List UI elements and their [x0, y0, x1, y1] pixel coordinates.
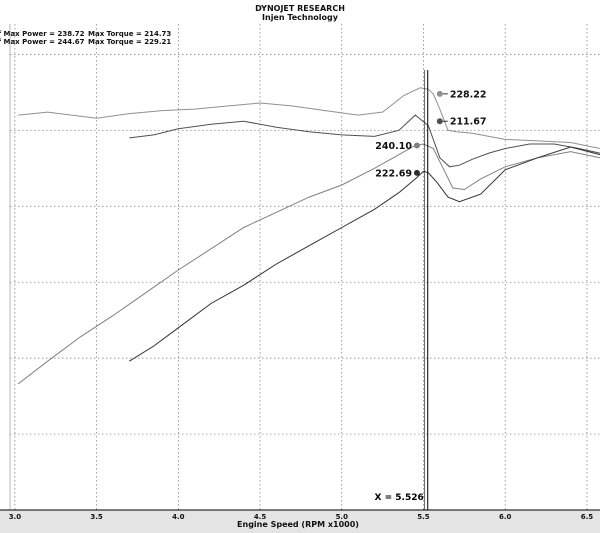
series-line-4	[129, 146, 600, 362]
series-line-1	[18, 87, 600, 149]
axis-band	[0, 510, 600, 533]
x-axis-label: Engine Speed (RPM x1000)	[237, 520, 359, 529]
x-tick-label-1: 3.5	[90, 513, 103, 521]
marker-dot-4	[413, 169, 420, 176]
x-tick-label-4: 5.0	[336, 513, 349, 521]
marker-dot-3	[413, 142, 420, 149]
chart-markers: 228.22 211.67 240.10 222.69	[375, 89, 486, 179]
chart-grid	[9, 24, 600, 510]
marker-dot-1	[436, 90, 443, 97]
marker-label-4: 222.69	[375, 168, 412, 179]
rpm-cursor[interactable]: X = 5.526	[375, 70, 429, 510]
chart-title: DYNOJET RESEARCH	[255, 4, 345, 13]
x-axis: 3.0 3.5 4.0 4.5 5.0 5.5 6.0 6.5 Engine Speed (RP…	[0, 509, 600, 533]
run2-max-torque: Max Torque = 229.21	[88, 38, 172, 46]
x-tick-label-6: 6.0	[499, 513, 512, 521]
chart-series	[17, 87, 600, 385]
marker-dot-2	[436, 118, 443, 125]
run1-max-torque: Max Torque = 214.73	[88, 30, 172, 38]
x-tick-label-7: 6.5	[581, 513, 594, 521]
x-tick-label-0: 3.0	[9, 513, 22, 521]
run2-max-power: f Max Power = 244.67	[0, 38, 85, 46]
series-line-2	[129, 114, 600, 168]
series-line-3	[17, 143, 600, 385]
marker-label-3: 240.10	[375, 141, 412, 152]
x-tick-label-3: 4.5	[254, 513, 267, 521]
x-tick-label-2: 4.0	[172, 513, 185, 521]
run1-max-power: f Max Power = 238.72	[0, 30, 85, 38]
x-tick-label-5: 5.5	[417, 513, 430, 521]
cursor-label: X = 5.526	[375, 493, 424, 503]
chart-subtitle: Injen Technology	[262, 13, 338, 22]
marker-label-2: 211.67	[450, 117, 487, 128]
marker-label-1: 228.22	[450, 89, 487, 100]
